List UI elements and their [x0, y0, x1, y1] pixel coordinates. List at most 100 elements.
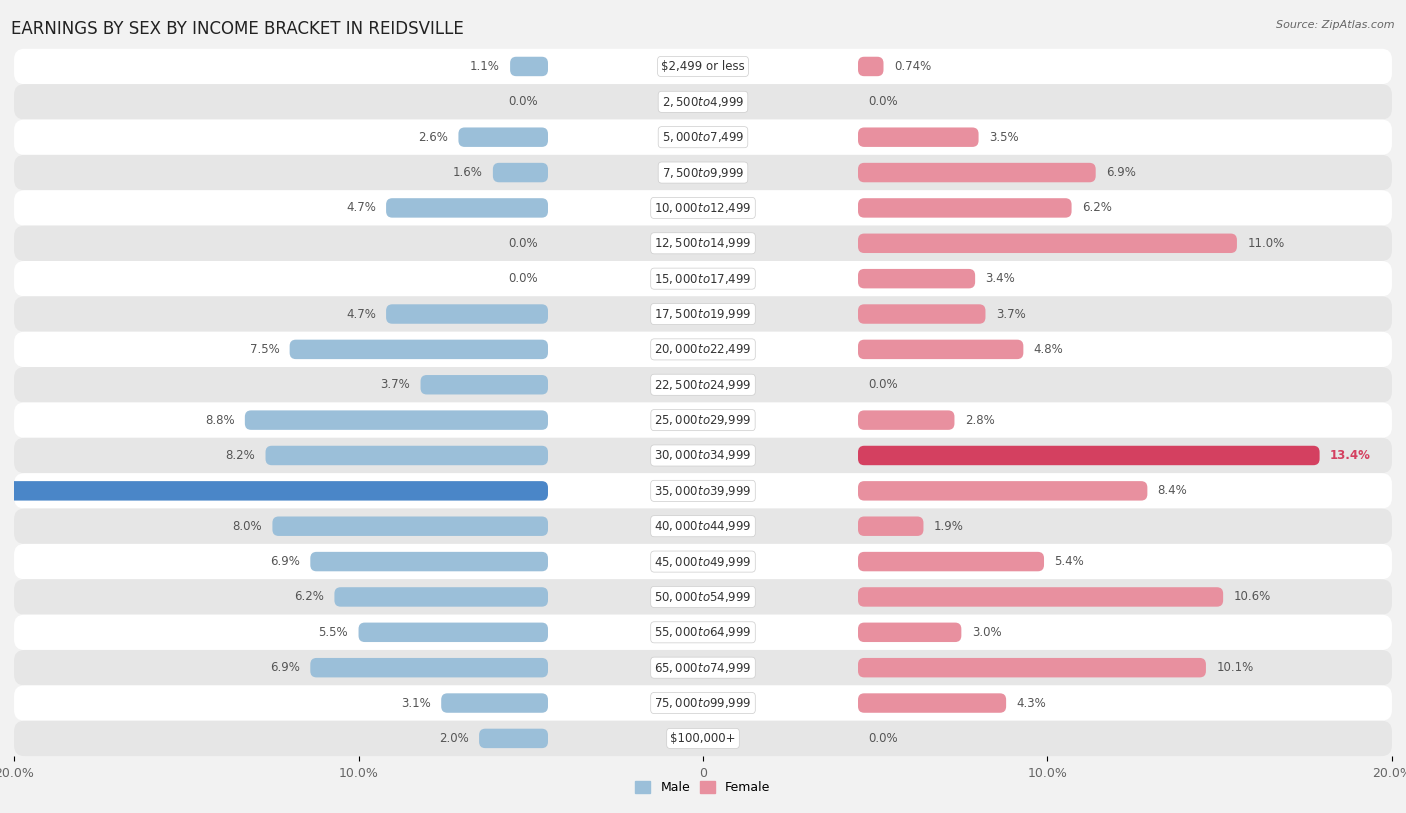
Text: 3.4%: 3.4%	[986, 272, 1015, 285]
Text: 3.7%: 3.7%	[381, 378, 411, 391]
FancyBboxPatch shape	[266, 446, 548, 465]
FancyBboxPatch shape	[479, 728, 548, 748]
Text: 3.0%: 3.0%	[972, 626, 1001, 639]
FancyBboxPatch shape	[858, 163, 1095, 182]
FancyBboxPatch shape	[494, 163, 548, 182]
Text: 8.4%: 8.4%	[1157, 485, 1188, 498]
FancyBboxPatch shape	[14, 297, 1392, 332]
Text: 6.9%: 6.9%	[270, 555, 299, 568]
Text: 0.0%: 0.0%	[869, 378, 898, 391]
FancyBboxPatch shape	[858, 304, 986, 324]
Text: 8.2%: 8.2%	[225, 449, 256, 462]
FancyBboxPatch shape	[14, 402, 1392, 437]
FancyBboxPatch shape	[858, 481, 1147, 501]
Text: 2.6%: 2.6%	[418, 131, 449, 144]
FancyBboxPatch shape	[14, 155, 1392, 190]
Text: 8.0%: 8.0%	[232, 520, 262, 533]
Text: $2,500 to $4,999: $2,500 to $4,999	[662, 95, 744, 109]
FancyBboxPatch shape	[858, 693, 1007, 713]
Text: 1.1%: 1.1%	[470, 60, 499, 73]
Text: 0.0%: 0.0%	[508, 272, 537, 285]
FancyBboxPatch shape	[14, 615, 1392, 650]
Text: 0.0%: 0.0%	[508, 237, 537, 250]
Text: 4.8%: 4.8%	[1033, 343, 1063, 356]
Text: 2.8%: 2.8%	[965, 414, 994, 427]
FancyBboxPatch shape	[858, 587, 1223, 606]
Text: $35,000 to $39,999: $35,000 to $39,999	[654, 484, 752, 498]
FancyBboxPatch shape	[858, 128, 979, 147]
Text: $30,000 to $34,999: $30,000 to $34,999	[654, 449, 752, 463]
FancyBboxPatch shape	[14, 650, 1392, 685]
Text: $75,000 to $99,999: $75,000 to $99,999	[654, 696, 752, 710]
FancyBboxPatch shape	[14, 85, 1392, 120]
FancyBboxPatch shape	[0, 481, 548, 501]
Text: 3.5%: 3.5%	[988, 131, 1018, 144]
FancyBboxPatch shape	[14, 49, 1392, 85]
Text: 8.8%: 8.8%	[205, 414, 235, 427]
FancyBboxPatch shape	[290, 340, 548, 359]
FancyBboxPatch shape	[858, 446, 1320, 465]
Text: $55,000 to $64,999: $55,000 to $64,999	[654, 625, 752, 639]
Text: 13.4%: 13.4%	[1330, 449, 1371, 462]
FancyBboxPatch shape	[458, 128, 548, 147]
Text: 0.0%: 0.0%	[869, 95, 898, 108]
FancyBboxPatch shape	[14, 367, 1392, 402]
Text: 3.1%: 3.1%	[401, 697, 430, 710]
FancyBboxPatch shape	[858, 516, 924, 536]
FancyBboxPatch shape	[14, 190, 1392, 226]
Text: $100,000+: $100,000+	[671, 732, 735, 745]
Text: $7,500 to $9,999: $7,500 to $9,999	[662, 166, 744, 180]
Text: 3.7%: 3.7%	[995, 307, 1025, 320]
Text: $17,500 to $19,999: $17,500 to $19,999	[654, 307, 752, 321]
FancyBboxPatch shape	[273, 516, 548, 536]
Text: EARNINGS BY SEX BY INCOME BRACKET IN REIDSVILLE: EARNINGS BY SEX BY INCOME BRACKET IN REI…	[11, 20, 464, 38]
Legend: Male, Female: Male, Female	[630, 776, 776, 799]
Text: $25,000 to $29,999: $25,000 to $29,999	[654, 413, 752, 427]
FancyBboxPatch shape	[858, 623, 962, 642]
Text: $22,500 to $24,999: $22,500 to $24,999	[654, 378, 752, 392]
Text: 5.4%: 5.4%	[1054, 555, 1084, 568]
FancyBboxPatch shape	[14, 226, 1392, 261]
FancyBboxPatch shape	[858, 340, 1024, 359]
FancyBboxPatch shape	[387, 304, 548, 324]
FancyBboxPatch shape	[14, 120, 1392, 155]
Text: 11.0%: 11.0%	[1247, 237, 1285, 250]
Text: 7.5%: 7.5%	[249, 343, 280, 356]
FancyBboxPatch shape	[858, 552, 1045, 572]
FancyBboxPatch shape	[14, 261, 1392, 297]
Text: 1.6%: 1.6%	[453, 166, 482, 179]
Text: 0.0%: 0.0%	[508, 95, 537, 108]
Text: $65,000 to $74,999: $65,000 to $74,999	[654, 661, 752, 675]
FancyBboxPatch shape	[858, 269, 976, 289]
Text: $2,499 or less: $2,499 or less	[661, 60, 745, 73]
Text: 0.74%: 0.74%	[894, 60, 931, 73]
Text: 10.6%: 10.6%	[1233, 590, 1271, 603]
Text: 2.0%: 2.0%	[439, 732, 468, 745]
FancyBboxPatch shape	[14, 509, 1392, 544]
FancyBboxPatch shape	[311, 658, 548, 677]
Text: $15,000 to $17,499: $15,000 to $17,499	[654, 272, 752, 285]
Text: 1.9%: 1.9%	[934, 520, 963, 533]
Text: 5.5%: 5.5%	[319, 626, 349, 639]
Text: $40,000 to $44,999: $40,000 to $44,999	[654, 520, 752, 533]
Text: 4.7%: 4.7%	[346, 307, 375, 320]
FancyBboxPatch shape	[858, 411, 955, 430]
Text: 6.9%: 6.9%	[1107, 166, 1136, 179]
Text: $12,500 to $14,999: $12,500 to $14,999	[654, 237, 752, 250]
FancyBboxPatch shape	[245, 411, 548, 430]
FancyBboxPatch shape	[858, 658, 1206, 677]
Text: Source: ZipAtlas.com: Source: ZipAtlas.com	[1277, 20, 1395, 30]
Text: 6.2%: 6.2%	[1083, 202, 1112, 215]
Text: $45,000 to $49,999: $45,000 to $49,999	[654, 554, 752, 568]
Text: $10,000 to $12,499: $10,000 to $12,499	[654, 201, 752, 215]
FancyBboxPatch shape	[14, 544, 1392, 579]
FancyBboxPatch shape	[335, 587, 548, 606]
Text: $5,000 to $7,499: $5,000 to $7,499	[662, 130, 744, 144]
Text: $20,000 to $22,499: $20,000 to $22,499	[654, 342, 752, 356]
Text: 4.3%: 4.3%	[1017, 697, 1046, 710]
FancyBboxPatch shape	[311, 552, 548, 572]
Text: 4.7%: 4.7%	[346, 202, 375, 215]
FancyBboxPatch shape	[14, 579, 1392, 615]
FancyBboxPatch shape	[14, 473, 1392, 509]
FancyBboxPatch shape	[359, 623, 548, 642]
